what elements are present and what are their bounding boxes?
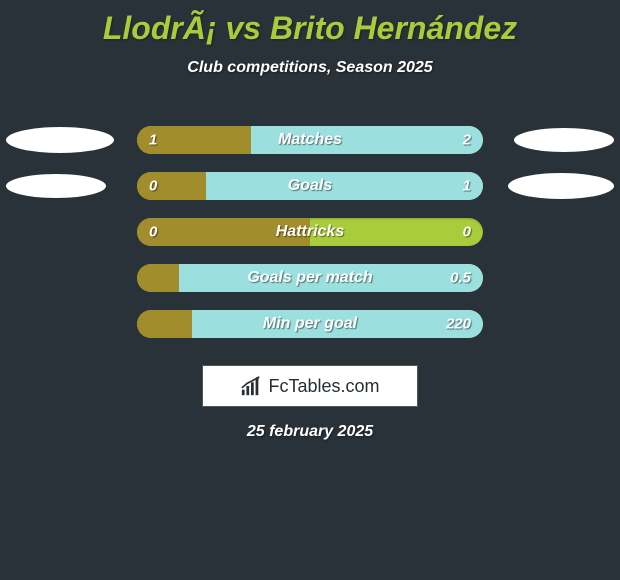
metric-row: 0.5Goals per match (0, 255, 620, 301)
metric-bar-right-fill (192, 310, 483, 338)
metric-bar-track: 12Matches (137, 126, 483, 154)
metric-bar-left-fill (137, 218, 310, 246)
right-player-ellipse (508, 173, 614, 199)
metric-bar-left-fill (137, 126, 251, 154)
date-line: 25 february 2025 (0, 423, 620, 441)
infographic-container: LlodrÃ¡ vs Brito Hernández Club competit… (0, 0, 620, 580)
metric-value-right: 0 (463, 224, 471, 241)
metric-bar-left-fill (137, 310, 192, 338)
logo-text: FcTables.com (268, 376, 379, 397)
metric-row: 01Goals (0, 163, 620, 209)
subtitle: Club competitions, Season 2025 (0, 59, 620, 77)
left-player-ellipse (6, 127, 114, 153)
right-player-ellipse (514, 128, 614, 152)
metric-bar-right-fill (206, 172, 483, 200)
metric-row: 12Matches (0, 117, 620, 163)
metric-bar-right-fill (251, 126, 483, 154)
metric-bar-track: 0.5Goals per match (137, 264, 483, 292)
comparison-chart: 12Matches 01Goals 00Hattricks 0.5Goals per … (0, 117, 620, 347)
fctables-logo-icon (240, 375, 262, 397)
logo-box: FcTables.com (202, 365, 418, 407)
metric-bar-track: 220Min per goal (137, 310, 483, 338)
left-player-ellipse (6, 174, 106, 198)
metric-bar-left-fill (137, 264, 179, 292)
page-title: LlodrÃ¡ vs Brito Hernández (0, 0, 620, 47)
metric-bar-left-fill (137, 172, 206, 200)
metric-row: 220Min per goal (0, 301, 620, 347)
metric-row: 00Hattricks (0, 209, 620, 255)
metric-bar-right-fill (179, 264, 483, 292)
metric-bar-track: 01Goals (137, 172, 483, 200)
metric-bar-track: 00Hattricks (137, 218, 483, 246)
